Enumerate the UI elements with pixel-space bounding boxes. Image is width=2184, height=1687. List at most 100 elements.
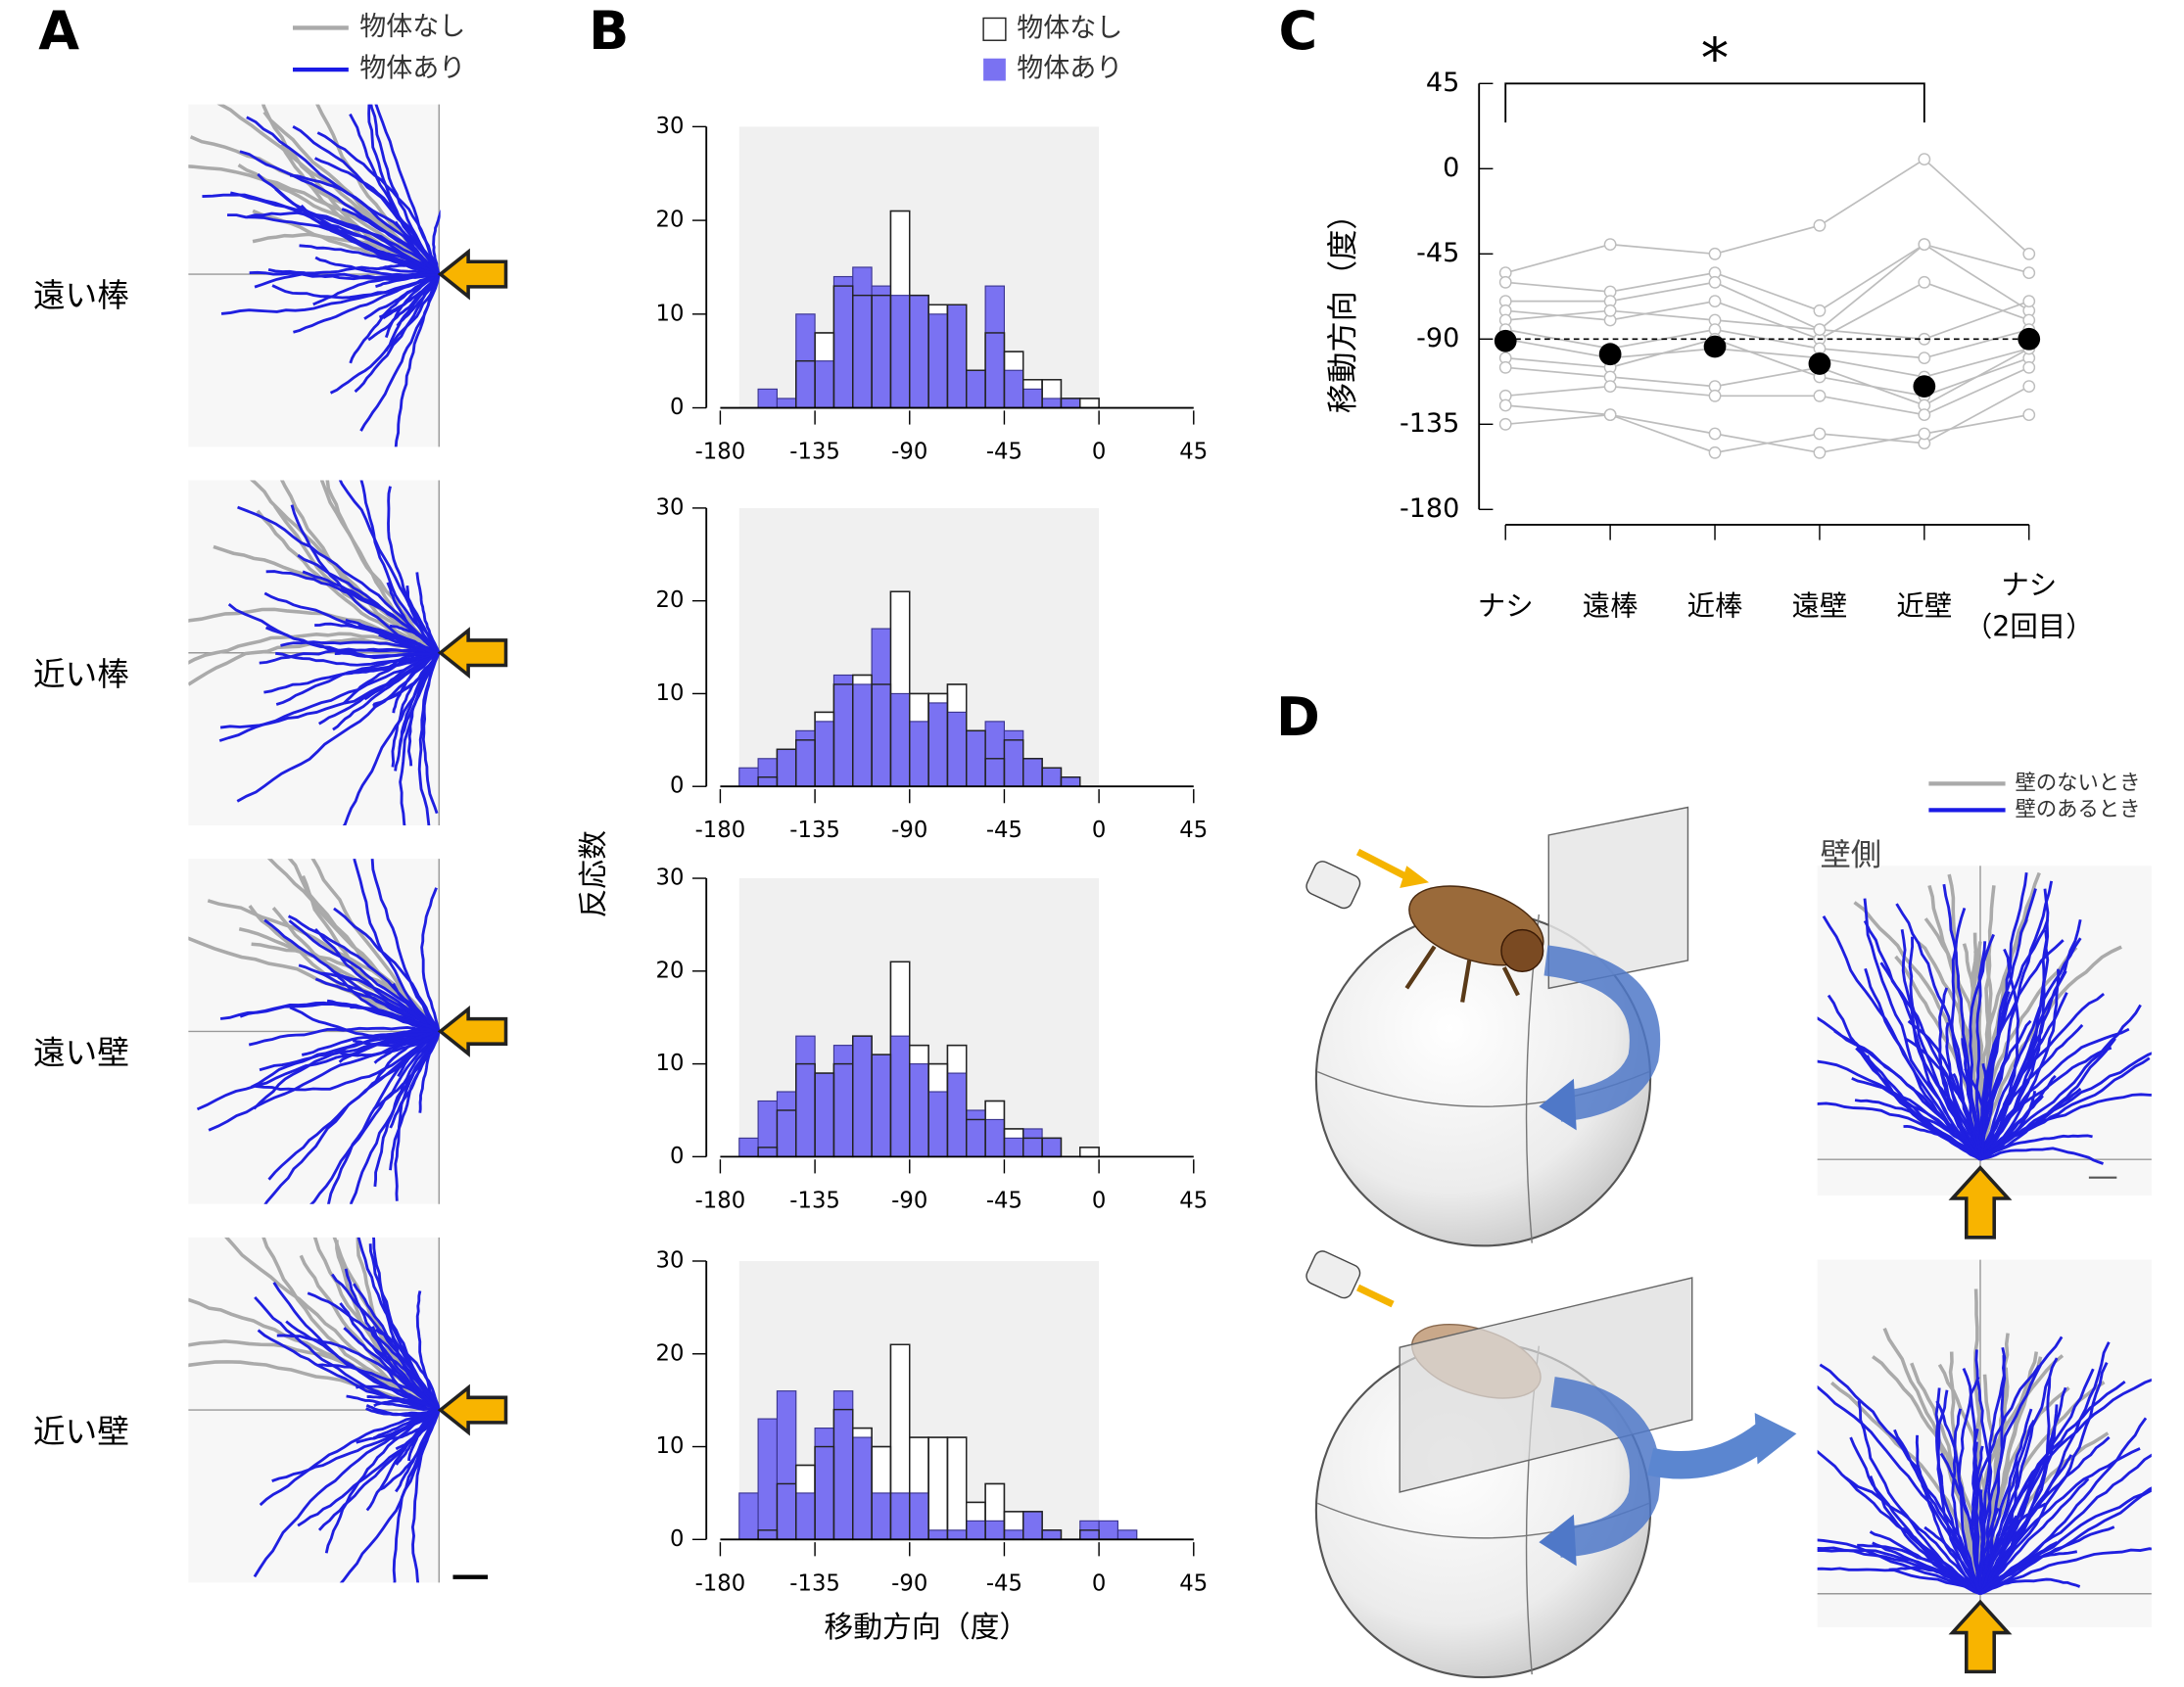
x-tick-label-box: 遠壁 [1791,588,1847,622]
y-tick-label: 0 [670,1144,684,1169]
trajectory [1957,1376,1982,1595]
bar [1041,1137,1063,1157]
bar [984,721,1006,787]
individual-point [2022,266,2036,280]
individual-point [1498,417,1512,431]
x-tick-label: -135 [789,440,840,465]
bar [889,692,911,787]
trajectory [1978,1550,2078,1595]
bar [1060,398,1081,409]
x-tick-label: -180 [695,818,746,843]
trajectory [356,1237,441,1411]
bar [814,1428,835,1540]
trajectory [1979,1417,2148,1595]
bar [757,1418,778,1540]
trajectory [1979,1091,2037,1161]
trajectory [373,1030,440,1064]
bar [776,1091,797,1157]
trajectory [227,213,440,276]
bar [814,721,835,787]
trajectory [370,859,441,1033]
y-tick-label: 10 [656,680,685,706]
individual-point [2022,360,2036,374]
bar [738,767,759,787]
individual-point [2022,295,2036,308]
trajectory [301,1029,440,1056]
trajectory [1979,1477,2090,1595]
legend-label: 物体あり [359,54,465,84]
bar [757,1100,778,1157]
bar [946,711,968,787]
bar [776,748,797,787]
y-tick-label: 45 [1426,68,1459,98]
trajectory [1817,1059,1982,1161]
bar [757,758,778,787]
trajectory [391,651,441,768]
x-tick-label: -135 [789,818,840,843]
bar [984,285,1006,409]
y-tick-label: 0 [670,395,684,420]
legend-swatch [982,17,1007,41]
trajectory [1819,1363,1982,1595]
mean-point [1598,343,1622,366]
x-tick-label: 45 [1179,1188,1208,1213]
mean-point [1808,352,1831,375]
trajectory [329,273,441,395]
individual-point [1498,398,1512,412]
panel-label: B [589,0,629,62]
legend-label: 物体なし [359,12,465,42]
row-label: 遠い棒 [33,277,129,314]
individual-point [2022,247,2036,260]
x-tick-label: 遠棒 [1582,588,1638,623]
bar [795,1492,816,1540]
bar [1003,1137,1024,1157]
x-tick-label-box: ナシ [1477,588,1534,623]
individual-line [1505,338,2030,398]
bar [871,628,892,787]
bar [966,1109,986,1157]
panel-label: D [1276,686,1320,748]
individual-line [1505,243,2030,331]
bar [889,1035,911,1157]
row-label: 遠い壁 [33,1035,129,1072]
individual-point [1498,275,1512,289]
trajectory [1817,1538,1981,1595]
trajectory [396,273,441,327]
trajectory [219,1002,440,1033]
x-axis-label: 移動方向（度） [824,1611,1028,1645]
trajectory [1978,1023,2084,1160]
individual-point [1603,238,1617,252]
x-tick-label: -45 [986,1188,1022,1213]
bar [1022,1128,1043,1157]
trajectory [227,603,440,660]
bar [946,304,968,409]
bar [738,1492,759,1540]
individual-point [1813,389,1827,402]
x-tick-label: -180 [695,440,746,465]
y-tick-label: 0 [1443,153,1459,183]
bar [871,1054,892,1157]
individual-line [1505,281,2030,341]
x-tick-label: 45 [1179,818,1208,843]
trajectory [254,265,440,289]
trajectory [1978,939,2065,1160]
mean-point [1913,375,1936,398]
y-tick-label: 30 [656,1247,685,1273]
trajectory [359,273,441,432]
bar [927,1529,949,1540]
x-tick-label: 45 [1179,1570,1208,1596]
trajectory [263,591,440,655]
individual-line [1504,158,2030,274]
trajectory [1978,937,2082,1160]
individual-point [1918,238,1931,252]
x-tick-label: -90 [891,440,927,465]
trajectory [245,211,441,276]
trajectory [1978,1368,2095,1595]
x-tick-label: ナシ [1477,588,1534,623]
y-tick-label: 10 [656,301,685,326]
individual-point [1813,445,1827,459]
individual-point [1918,351,1931,365]
x-tick-label: -135 [789,1188,840,1213]
trajectory [420,887,441,1032]
